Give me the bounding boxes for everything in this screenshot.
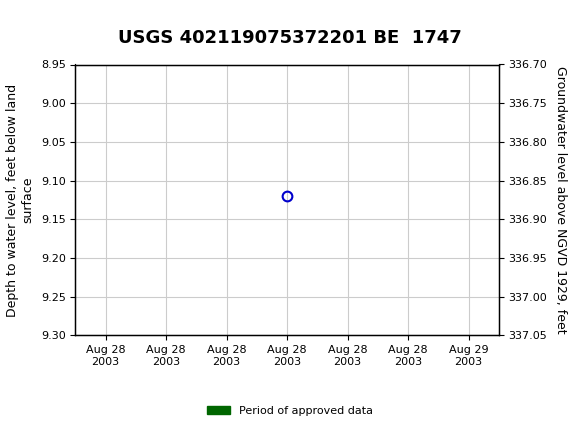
Text: ≡USGS: ≡USGS — [3, 12, 90, 33]
Text: USGS 402119075372201 BE  1747: USGS 402119075372201 BE 1747 — [118, 29, 462, 47]
Y-axis label: Groundwater level above NGVD 1929, feet: Groundwater level above NGVD 1929, feet — [554, 66, 567, 334]
Y-axis label: Depth to water level, feet below land
surface: Depth to water level, feet below land su… — [6, 83, 34, 316]
Legend: Period of approved data: Period of approved data — [203, 401, 377, 420]
